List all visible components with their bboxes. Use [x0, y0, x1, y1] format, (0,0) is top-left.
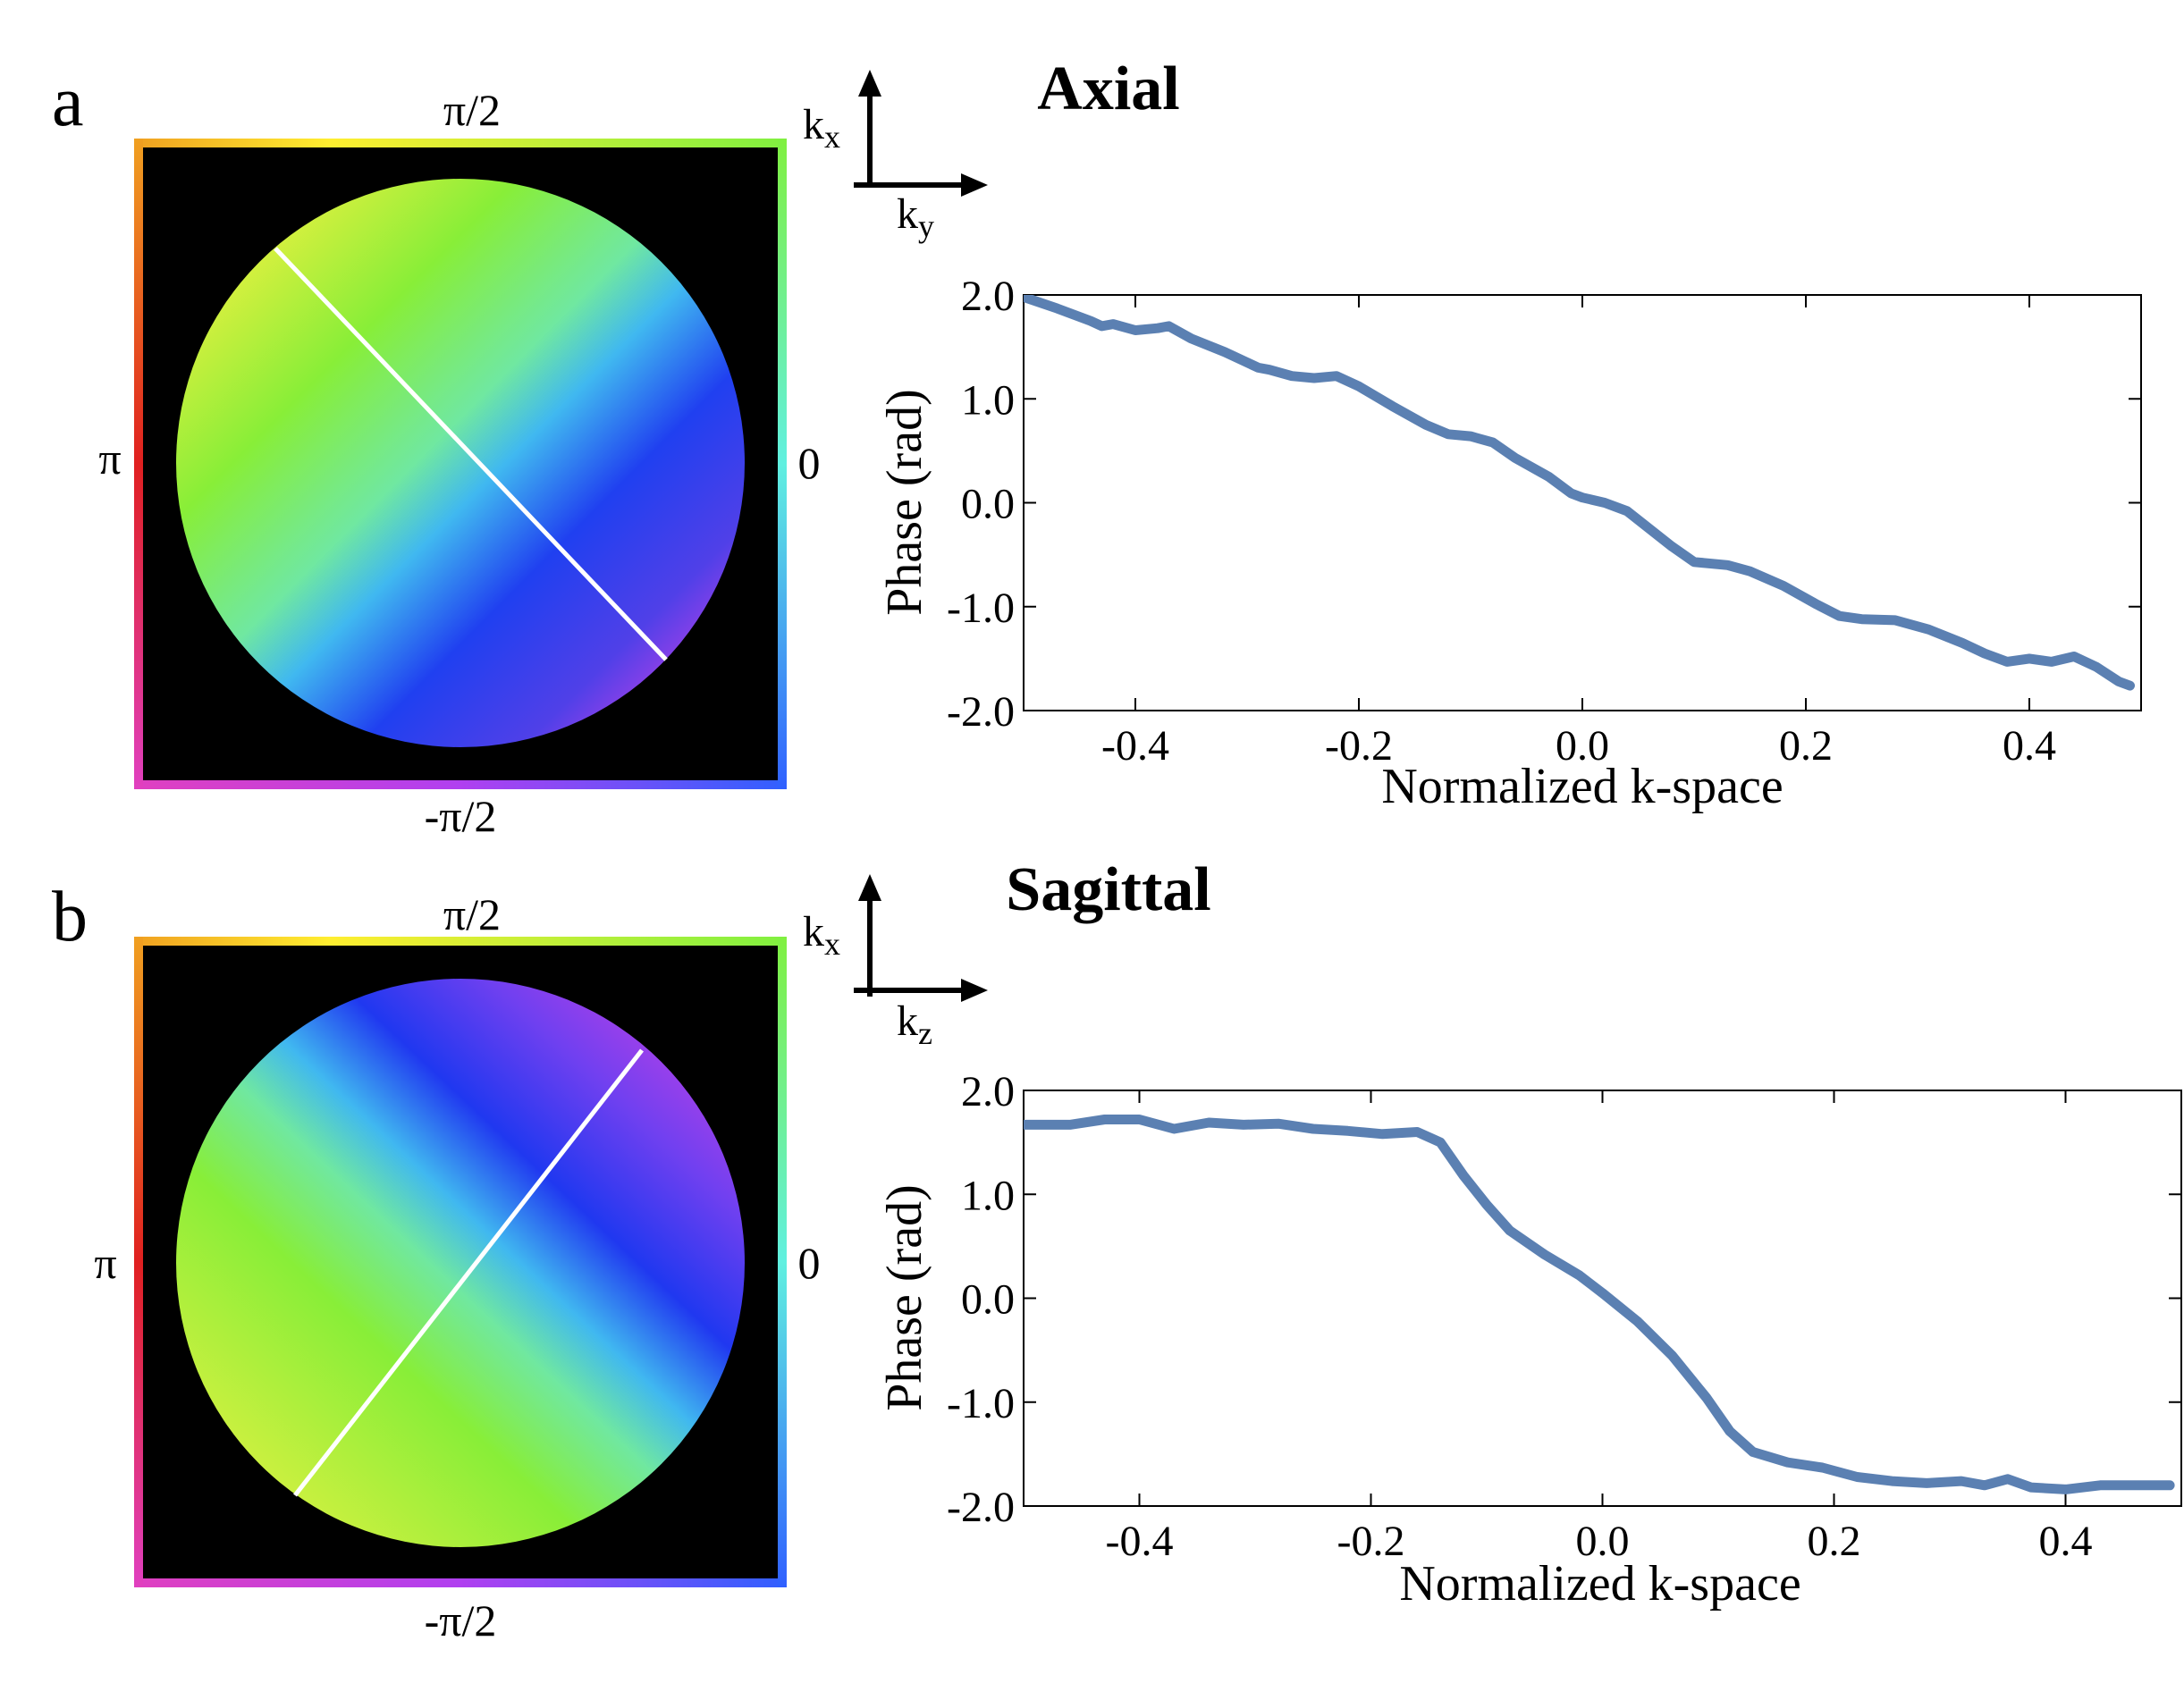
- map-label-top: π/2: [443, 85, 501, 135]
- profile-line: [274, 247, 668, 661]
- line-chart-b: -0.4 -0.2 0.0 0.2 0.4 2.0 1.0 0.0 -1.0 -2.0 Norm…: [877, 1068, 2182, 1611]
- tick-marks: [1024, 1090, 2181, 1507]
- map-label-bottom: -π/2: [425, 1595, 497, 1645]
- series-line-sagittal: [1024, 1115, 2175, 1494]
- map-label-bottom: -π/2: [425, 791, 497, 841]
- kx-arrow-head: [858, 70, 881, 97]
- k-axes-b: kx kz: [803, 874, 988, 1051]
- map-border-right: [778, 937, 787, 1587]
- chart-title-b: Sagittal: [1006, 855, 1210, 924]
- map-border-top: [134, 937, 787, 946]
- chart-title-a: Axial: [1037, 55, 1179, 123]
- phase-map-a: π/2 -π/2 π 0: [98, 85, 820, 841]
- map-border-left: [134, 937, 143, 1587]
- y-tick-label: 0.0: [961, 481, 1015, 528]
- y-tick-label: -2.0: [947, 688, 1015, 736]
- map-border-left: [134, 139, 143, 789]
- line-chart-a: -0.4 -0.2 0.0 0.2 0.4 2.0 1.0 0.0 -1.0 -2.0 Norm…: [877, 273, 2142, 814]
- axis-label-kx: kx: [803, 908, 840, 962]
- y-tick-label: -2.0: [947, 1484, 1015, 1531]
- panel-label-b: b: [52, 878, 88, 956]
- panel-label-a: a: [52, 63, 84, 141]
- y-tick-label: -1.0: [947, 585, 1015, 632]
- x-tick-labels: -0.4 -0.2 0.0 0.2 0.4: [1106, 1518, 2093, 1565]
- kx-arrow-head: [858, 874, 881, 901]
- x-tick-label: -0.2: [1337, 1518, 1405, 1565]
- profile-line: [293, 1048, 644, 1497]
- y-tick-label: 1.0: [961, 376, 1015, 424]
- y-tick-label: 0.0: [961, 1276, 1015, 1324]
- x-tick-label: 0.0: [1576, 1518, 1630, 1565]
- map-border-top: [134, 139, 787, 147]
- panel-a: a π/2 -π/2 π 0 kx ky Axial -0.4 -0.: [52, 55, 2142, 841]
- axis-label-ky: ky: [897, 190, 934, 244]
- x-axis-label: Normalized k-space: [1381, 759, 1783, 814]
- map-label-left: π: [94, 1238, 116, 1288]
- ky-arrow-head: [961, 173, 988, 197]
- x-tick-label: -0.4: [1101, 722, 1169, 770]
- y-axis-label: Phase (rad): [877, 389, 932, 615]
- x-tick-label: 0.4: [2003, 722, 2056, 770]
- x-axis-label: Normalized k-space: [1399, 1556, 1800, 1611]
- series-line-axial: [1024, 295, 2135, 691]
- kz-arrow-head: [961, 979, 988, 1002]
- y-tick-labels: 2.0 1.0 0.0 -1.0 -2.0: [947, 1068, 1015, 1531]
- map-border-bottom: [134, 780, 787, 789]
- x-tick-label: -0.2: [1325, 722, 1393, 770]
- map-label-right: 0: [798, 1238, 821, 1288]
- x-tick-label: 0.4: [2039, 1518, 2093, 1565]
- y-axis-label: Phase (rad): [877, 1184, 932, 1410]
- map-label-top: π/2: [443, 889, 501, 939]
- map-border-right: [778, 139, 787, 789]
- x-tick-labels: -0.4 -0.2 0.0 0.2 0.4: [1101, 722, 2056, 770]
- panel-b: b π/2 -π/2 π 0 kx kz Sagittal -0.4: [52, 855, 2182, 1645]
- map-label-left: π: [98, 433, 121, 484]
- x-tick-label: 0.2: [1808, 1518, 1861, 1565]
- y-tick-labels: 2.0 1.0 0.0 -1.0 -2.0: [947, 273, 1015, 736]
- phase-disc: [176, 979, 745, 1547]
- k-axes-a: kx ky: [803, 70, 988, 244]
- phase-disc: [176, 179, 745, 747]
- x-tick-label: 0.0: [1556, 722, 1609, 770]
- y-tick-label: 2.0: [961, 1068, 1015, 1115]
- phase-map-b: π/2 -π/2 π 0: [94, 889, 820, 1645]
- axis-label-kx: kx: [803, 101, 840, 155]
- y-tick-label: 1.0: [961, 1172, 1015, 1219]
- y-tick-label: -1.0: [947, 1380, 1015, 1427]
- axis-label-kz: kz: [897, 997, 932, 1051]
- y-tick-label: 2.0: [961, 273, 1015, 320]
- x-tick-label: -0.4: [1106, 1518, 1174, 1565]
- x-tick-label: 0.2: [1779, 722, 1833, 770]
- map-border-bottom: [134, 1578, 787, 1587]
- map-label-right: 0: [798, 438, 821, 488]
